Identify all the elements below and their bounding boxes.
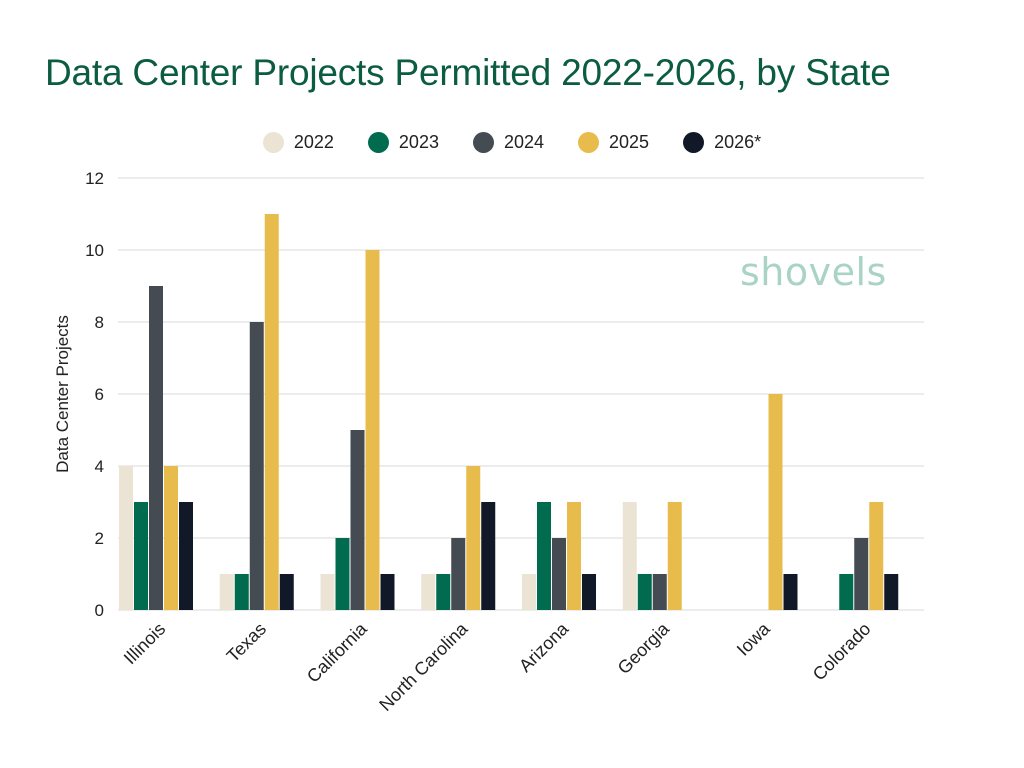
bar-2026-illinois [179,502,193,610]
bar-2023-georgia [637,574,652,610]
bar-2022-north-carolina [421,574,436,610]
chart-title: Data Center Projects Permitted 2022-2026… [45,52,891,93]
bar-2025-iowa [768,394,783,610]
bar-2023-texas [234,574,249,610]
bar-2025-illinois [164,466,178,610]
bar-2023-california [335,538,350,610]
legend-swatch [262,131,284,153]
legend-swatch [367,131,389,153]
legend-label: 2022 [293,131,334,152]
bar-2022-texas [219,574,234,610]
legend-item: 2025 [578,129,649,155]
bar-2024-georgia [652,574,667,610]
bar-2025-texas [264,214,279,610]
bar-2024-north-carolina [451,538,466,610]
bar-2025-california [365,250,380,610]
bar-2023-illinois [134,502,148,610]
legend-item: 2026* [683,129,761,155]
bar-2025-north-carolina [466,466,481,610]
legend-item: 2024 [472,129,545,155]
y-tick-label: 2 [95,529,104,548]
x-tick-label: Texas [223,619,270,666]
y-axis-label: Data Center Projects [53,315,72,473]
legend-label: 2026* [714,131,762,152]
y-tick-label: 8 [95,313,104,332]
legend-swatch [578,131,600,153]
bar-2026-north-carolina [481,502,496,610]
bar-2022-arizona [522,574,536,610]
bar-2026-colorado [884,574,899,610]
legend-item: 2023 [367,129,439,155]
y-tick-label: 6 [95,385,104,404]
legend: 2022 2023 2024 2025 2026* [0,129,1024,155]
y-tick-label: 10 [85,241,104,260]
bar-2026-california [380,574,395,610]
bar-2024-texas [249,322,264,610]
bar-2024-colorado [854,538,869,610]
bar-2022-georgia [622,502,637,610]
bar-2025-colorado [869,502,884,610]
y-tick-label: 12 [85,169,104,188]
legend-label: 2025 [609,131,650,152]
x-tick-label: Georgia [614,618,674,678]
x-tick-label: North Carolina [375,618,472,715]
bar-2026-iowa [783,574,798,610]
legend-swatch [683,131,705,153]
x-tick-label: Iowa [733,618,775,660]
bar-2022-california [320,574,335,610]
bar-2023-arizona [537,502,551,610]
bar-2024-arizona [552,538,566,610]
legend-label: 2024 [503,131,545,152]
bar-2023-north-carolina [436,574,451,610]
x-tick-label: Arizona [515,618,573,676]
x-tick-label: Illinois [120,619,170,669]
bar-2022-illinois [119,466,133,610]
y-tick-label: 4 [95,457,104,476]
bar-2024-illinois [149,286,163,610]
x-tick-label: California [303,618,372,687]
bar-2025-arizona [567,502,581,610]
bar-2026-texas [279,574,294,610]
bar-2026-arizona [582,574,596,610]
legend-label: 2023 [398,131,439,152]
y-tick-label: 0 [95,601,104,620]
legend-item: 2022 [262,129,334,155]
legend-swatch [472,131,494,153]
bar-2023-colorado [839,574,854,610]
shovels-logo: shovels [740,250,887,294]
bar-2024-california [350,430,365,610]
bar-2025-georgia [667,502,682,610]
x-tick-label: Colorado [809,619,875,685]
